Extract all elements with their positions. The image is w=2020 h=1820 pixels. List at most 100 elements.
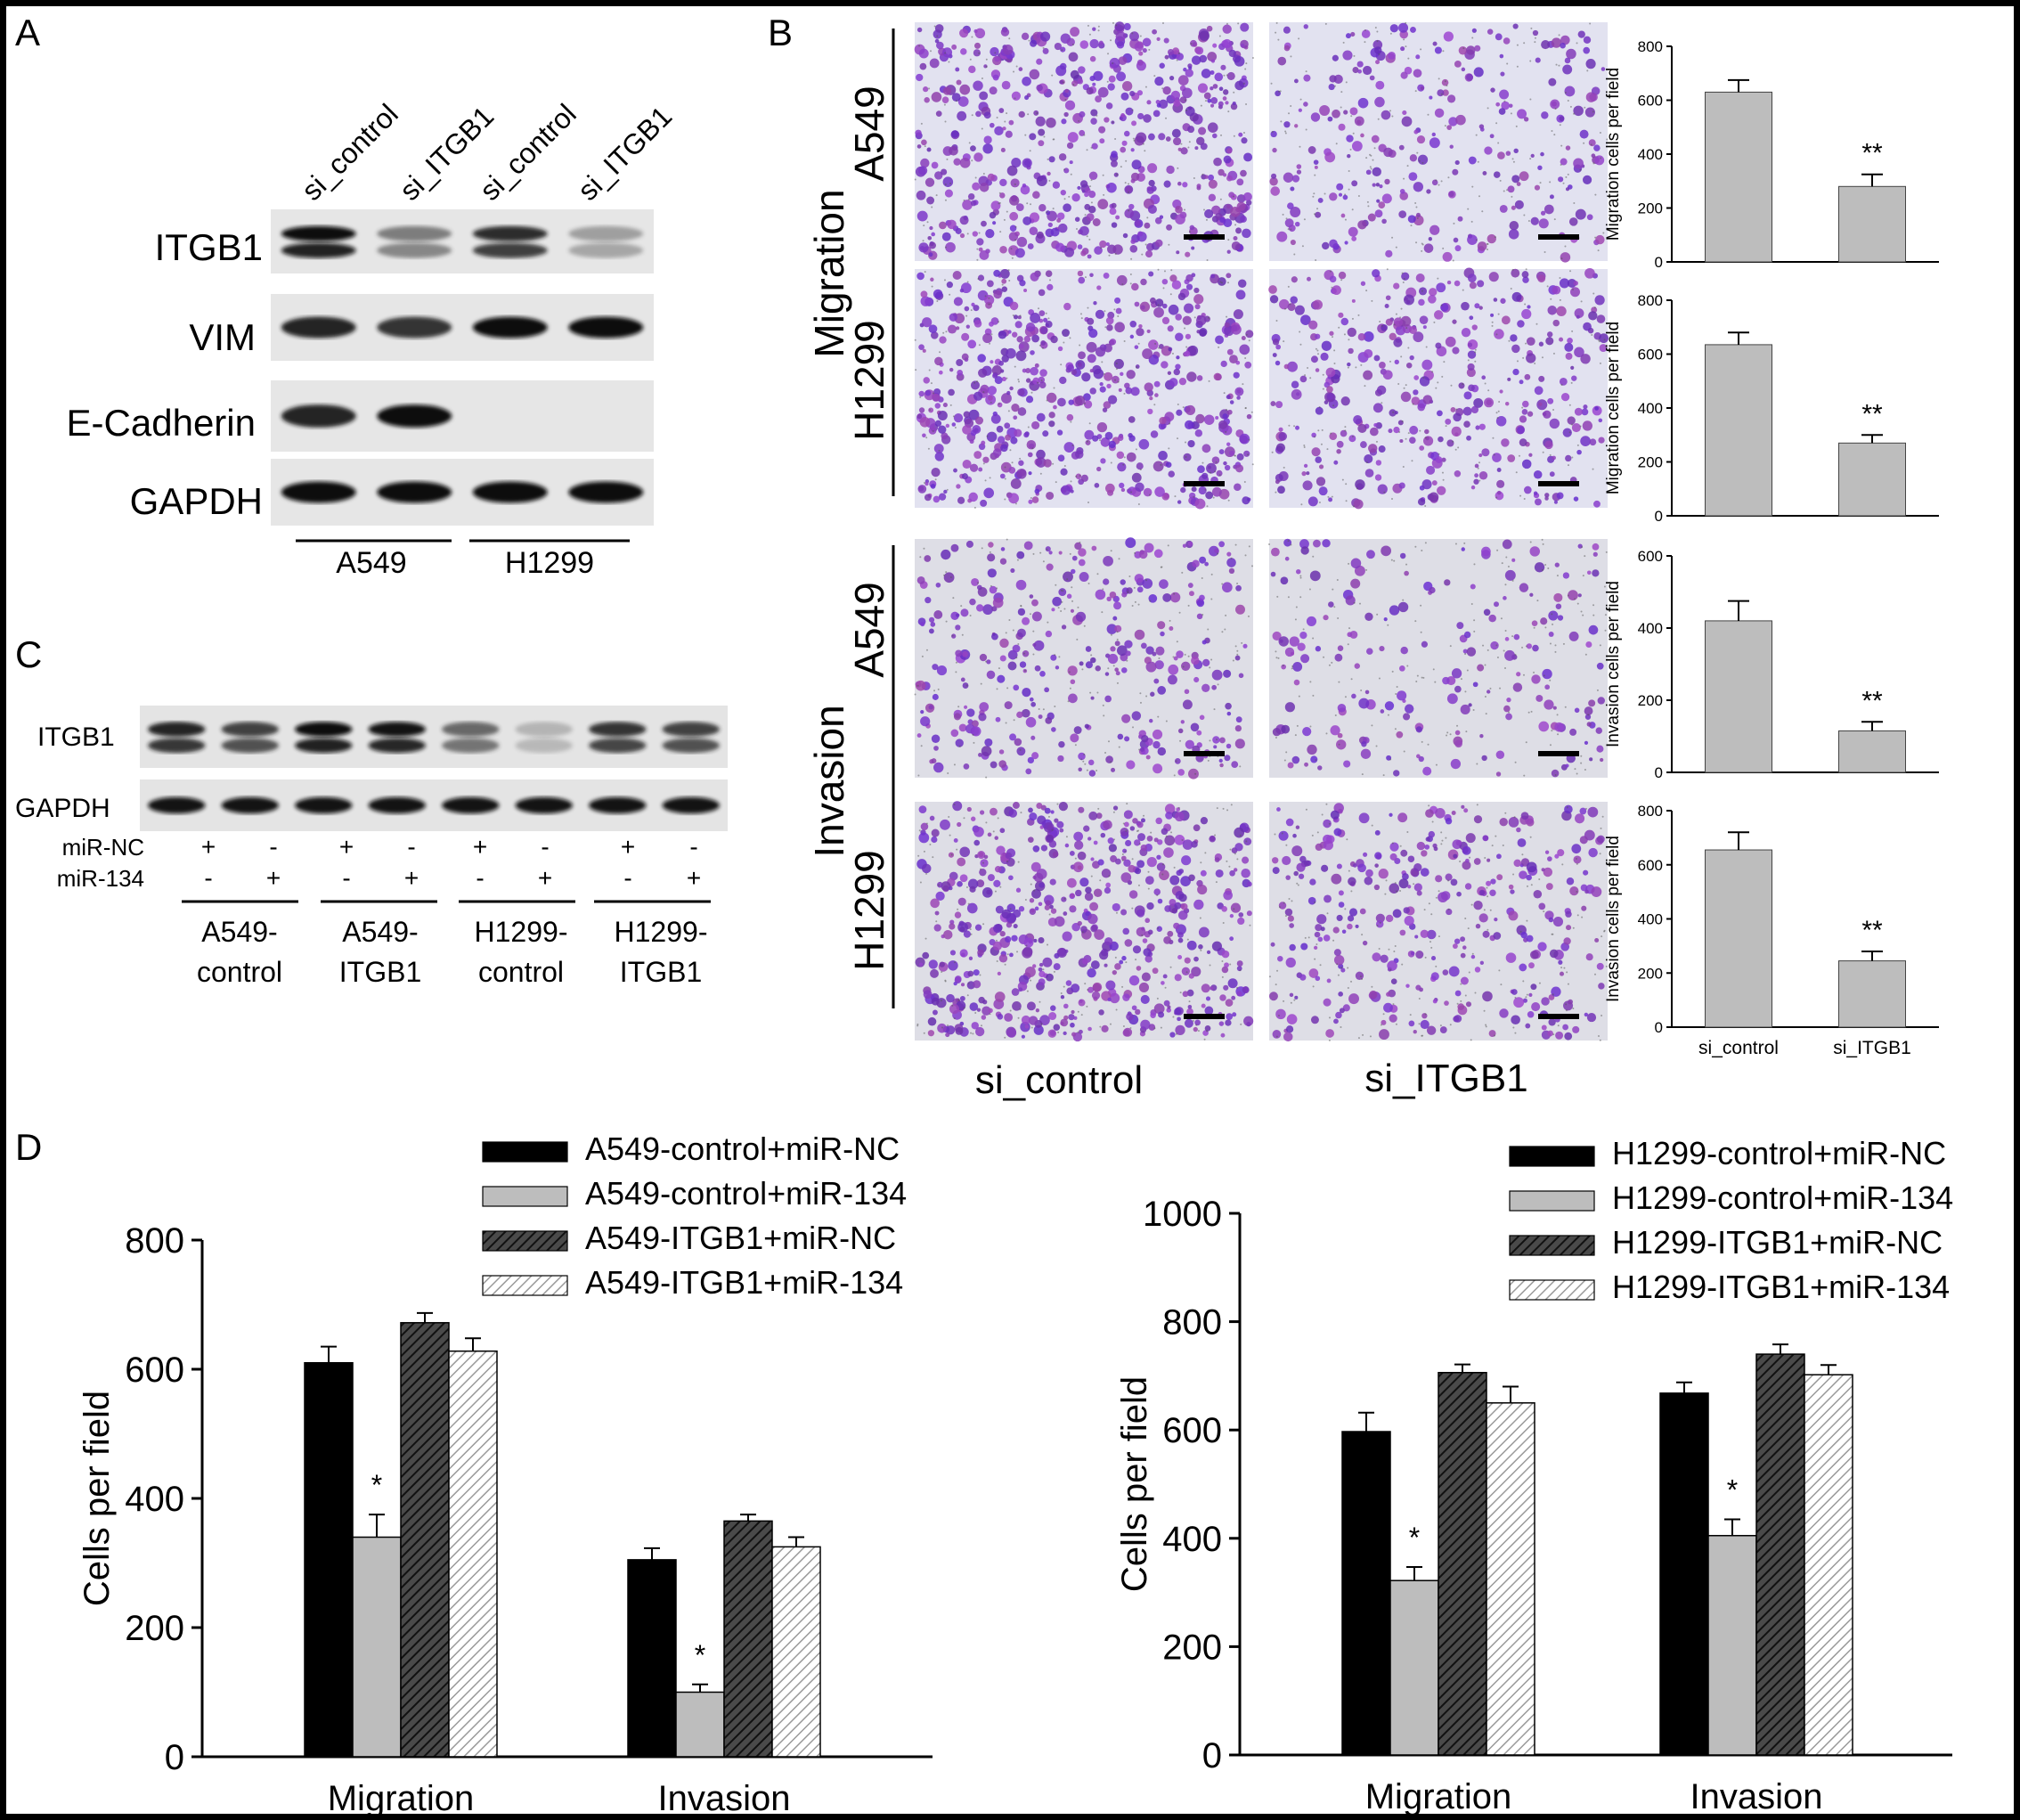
membrane-pore [1350,115,1353,118]
membrane-pore [1020,605,1022,608]
stained-cell [1034,488,1040,494]
stained-cell [1050,810,1055,814]
panel-c-group-labels: A549- control A549- ITGB1 H1299- control… [197,916,708,988]
stained-cell [1295,825,1300,829]
stained-cell [1232,1012,1237,1017]
stained-cell [1519,380,1524,385]
membrane-pore [1208,316,1210,319]
membrane-pore [1519,494,1522,497]
stained-cell [1004,422,1011,429]
stained-cell [1136,926,1146,937]
stained-cell [1146,100,1152,105]
membrane-pore [1193,177,1195,180]
membrane-pore [1596,689,1599,691]
stained-cell [1500,298,1506,304]
stained-cell [1040,339,1047,346]
stained-cell [1338,192,1343,197]
membrane-pore [1299,596,1302,599]
membrane-pore [1576,862,1578,865]
membrane-pore [1554,774,1557,777]
membrane-pore [1278,90,1281,93]
membrane-pore [1245,840,1248,843]
stained-cell [1008,232,1019,241]
stained-cell [1452,347,1460,355]
stained-cell [1210,273,1216,279]
stained-cell [1058,153,1067,161]
membrane-pore [1552,1033,1555,1036]
membrane-pore [1371,724,1373,727]
stained-cell [968,492,978,502]
stained-cell [1442,969,1449,975]
y-tick-label: 200 [1638,692,1663,709]
membrane-pore [1413,883,1415,886]
membrane-pore [1099,879,1102,882]
panel-c-blot-label: ITGB1 [37,722,115,752]
membrane-pore [1453,222,1455,224]
stained-cell [1354,116,1364,127]
membrane-pore [1504,667,1507,670]
membrane-pore [1275,1035,1278,1038]
stained-cell [1019,661,1027,668]
stained-cell [1028,499,1033,504]
stained-cell [1220,64,1226,70]
panel-d-chart-h1299: 02004006008001000*Migration*InvasionCell… [1115,1135,1953,1814]
membrane-pore [1115,368,1118,371]
stained-cell [1104,672,1110,676]
membrane-pore [1523,42,1526,45]
stained-cell [1120,579,1126,585]
membrane-pore [1126,803,1128,805]
membrane-pore [1143,814,1145,817]
membrane-pore [1557,733,1560,736]
stained-cell [1467,273,1477,283]
stained-cell [1013,415,1018,420]
stained-cell [1550,99,1560,110]
stained-cell [978,467,983,472]
membrane-pore [955,661,957,664]
membrane-pore [1216,739,1218,741]
stained-cell [1036,175,1047,186]
membrane-pore [945,620,948,623]
stained-cell [1001,355,1009,363]
membrane-pore [1226,809,1229,812]
stained-cell [1025,378,1031,383]
stained-cell [1281,664,1287,670]
blot-band [442,738,500,754]
stained-cell [1375,183,1381,187]
stained-cell [1087,913,1098,925]
stained-cell [973,80,983,91]
membrane-pore [1334,714,1337,716]
stained-cell [1400,646,1408,655]
membrane-pore [1437,277,1439,280]
membrane-pore [1605,965,1608,967]
stained-cell [1220,1032,1226,1038]
stained-cell [1066,142,1074,150]
stained-cell [1198,926,1210,938]
membrane-pore [967,198,970,200]
stained-cell [1552,706,1557,710]
stained-cell [1565,763,1569,768]
micrograph [1268,802,1608,1042]
membrane-pore [1081,931,1084,934]
stained-cell [1324,894,1332,903]
membrane-pore [925,872,928,875]
stained-cell [1428,830,1436,838]
membrane-pore [1377,118,1380,120]
membrane-pore [1431,820,1434,823]
stained-cell [1140,278,1147,286]
membrane-pore [1551,933,1553,935]
stained-cell [1303,463,1308,469]
stained-cell [1541,40,1551,50]
membrane-pore [1546,285,1549,288]
stained-cell [1413,389,1419,396]
stained-cell [979,183,990,192]
membrane-pore [1512,873,1515,876]
stained-cell [1319,104,1331,116]
membrane-pore [1391,497,1394,500]
bar [1659,1392,1709,1756]
stained-cell [1021,1015,1030,1024]
stained-cell [1071,1032,1077,1037]
membrane-pore [973,381,976,384]
stained-cell [1541,868,1545,872]
stained-cell [1411,396,1421,405]
stained-cell [1533,491,1538,495]
